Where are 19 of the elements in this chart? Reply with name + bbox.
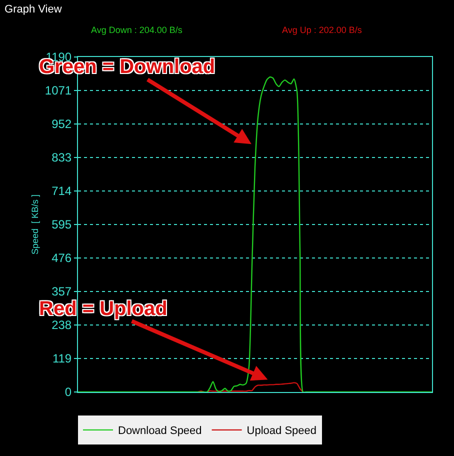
legend-label: Upload Speed xyxy=(246,425,317,438)
y-tick-label: 595 xyxy=(52,218,72,232)
y-tick-label: 357 xyxy=(52,284,72,299)
annotation: Red = Upload xyxy=(39,298,168,320)
y-tick-label: 119 xyxy=(52,352,72,366)
y-tick-label: 952 xyxy=(52,117,72,132)
y-tick-label: 1071 xyxy=(44,84,72,98)
line-series xyxy=(197,382,304,392)
y-tick-label: 833 xyxy=(52,150,72,165)
y-tick-label: 0 xyxy=(64,385,72,400)
y-tick-label: 476 xyxy=(52,251,72,266)
y-tick-label: 714 xyxy=(52,184,72,198)
y-axis-title: Speed [ KB/s ] xyxy=(30,194,40,255)
text: Avg Down : 204.00 B/s xyxy=(91,25,183,35)
text: Avg Up : 202.00 B/s xyxy=(282,25,362,35)
line-series xyxy=(78,76,432,392)
chart-title: Graph View xyxy=(4,3,62,16)
y-tick-label: 238 xyxy=(52,318,72,332)
legend-label: Download Speed xyxy=(118,425,202,438)
